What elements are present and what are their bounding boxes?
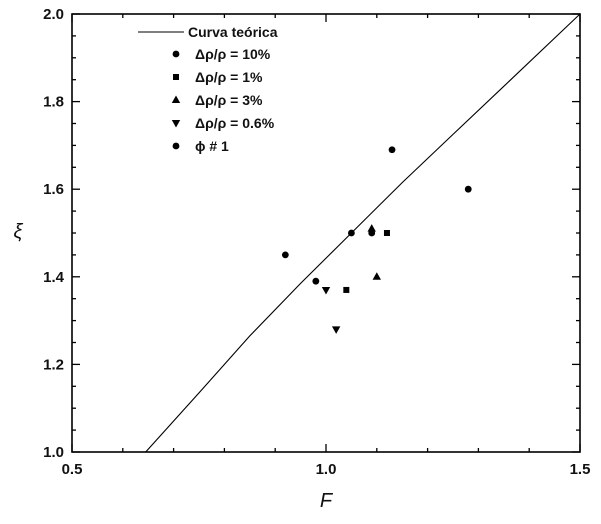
- y-tick-label: 2.0: [43, 6, 64, 23]
- legend-marker-series-4: [171, 120, 181, 128]
- x-ticks: 0.5 1.0 1.5: [62, 14, 591, 478]
- y-tick-label: 1.6: [43, 181, 64, 198]
- data-point-series-1: [464, 185, 472, 193]
- data-point-series-2: [343, 286, 350, 293]
- legend-marker-series-2: [173, 74, 179, 80]
- x-tick-label: 0.5: [62, 461, 83, 478]
- legend-marker-series-5: [172, 142, 180, 150]
- data-point-series-5: [368, 229, 376, 237]
- x-tick-label: 1.0: [316, 461, 337, 478]
- legend-label-series-4: Δρ/ρ = 0.6%: [195, 115, 275, 131]
- data-point-series-2: [383, 230, 390, 236]
- data-point-series-1: [281, 251, 289, 259]
- y-axis-label: ξ: [14, 221, 24, 243]
- x-axis-label: F: [320, 490, 334, 512]
- data-point-series-5: [312, 277, 320, 285]
- legend-label-series-3: Δρ/ρ = 3%: [195, 92, 263, 108]
- legend: Curva teórica Δρ/ρ = 10% Δρ/ρ = 1% Δρ/ρ = 3…: [138, 24, 278, 154]
- legend-marker-series-3: [171, 95, 181, 103]
- data-point-series-3: [367, 224, 376, 232]
- legend-label-curve: Curva teórica: [188, 24, 278, 40]
- legend-label-series-2: Δρ/ρ = 1%: [195, 69, 263, 85]
- y-tick-label: 1.8: [43, 94, 64, 111]
- y-tick-label: 1.0: [43, 444, 64, 461]
- legend-marker-series-1: [172, 50, 180, 58]
- data-point-series-4: [331, 326, 341, 334]
- y-tick-label: 1.2: [43, 356, 64, 373]
- legend-label-series-5: ϕ # 1: [195, 138, 229, 154]
- y-ticks: 1.0 1.2 1.4 1.6 1.8 2.0: [43, 6, 580, 461]
- y-tick-label: 1.4: [43, 269, 65, 286]
- legend-label-series-1: Δρ/ρ = 10%: [195, 46, 271, 62]
- data-point-series-1: [388, 146, 396, 154]
- data-markers: [281, 146, 472, 334]
- data-point-series-4: [321, 286, 331, 295]
- x-tick-label: 1.5: [570, 461, 591, 478]
- data-point-series-3: [372, 272, 381, 280]
- data-point-series-1: [348, 229, 355, 237]
